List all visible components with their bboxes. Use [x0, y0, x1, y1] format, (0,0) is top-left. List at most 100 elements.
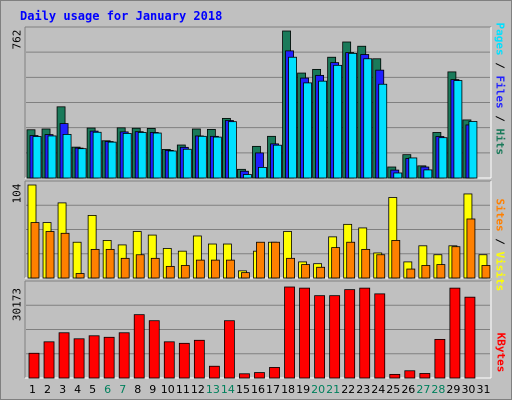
x-tick-label-day-25: 25 [386, 383, 400, 396]
bar-kbytes-day-4 [73, 338, 85, 379]
bar-pages-day-21 [333, 64, 343, 179]
x-tick-label-day-8: 8 [134, 383, 141, 396]
bar-kbytes-day-13 [208, 365, 220, 379]
bar-pages-day-24 [378, 83, 388, 179]
bar-pages-day-4 [77, 148, 87, 179]
x-tick-label-day-27: 27 [416, 383, 430, 396]
bar-kbytes-day-5 [88, 335, 100, 379]
bar-kbytes-day-20 [314, 295, 326, 379]
bar-pages-day-15 [243, 174, 252, 179]
bar-kbytes-day-21 [329, 295, 341, 379]
bar-kbytes-day-2 [43, 341, 55, 379]
bar-pages-day-3 [62, 134, 72, 179]
bar-pages-day-19 [303, 82, 312, 179]
bar-pages-day-12 [197, 135, 207, 179]
bar-pages-day-16 [258, 166, 267, 179]
bar-sites-day-8 [135, 254, 145, 279]
legend-visits: Visits [493, 251, 507, 292]
bar-sites-day-2 [45, 231, 55, 279]
bar-sites-day-16 [256, 241, 265, 279]
x-tick-label-day-28: 28 [431, 383, 445, 396]
bar-visits-day-4 [72, 241, 82, 279]
bar-sites-day-27 [421, 265, 431, 279]
legend-sites: Sites [493, 198, 507, 232]
x-tick-label-day-17: 17 [266, 383, 280, 396]
x-tick-label-day-20: 20 [311, 383, 325, 396]
bar-kbytes-day-7 [118, 332, 130, 379]
bar-sites-day-5 [90, 248, 100, 279]
bar-pages-day-1 [32, 136, 42, 179]
bar-kbytes-day-29 [449, 287, 461, 379]
bar-sites-day-14 [226, 259, 235, 279]
bar-sites-day-22 [346, 241, 356, 279]
bar-pages-day-28 [438, 137, 448, 179]
bar-kbytes-day-6 [103, 336, 115, 379]
legend-files: Files [493, 75, 507, 109]
bar-sites-day-1 [30, 222, 40, 279]
bar-kbytes-day-27 [419, 373, 431, 379]
bar-pages-day-5 [92, 131, 102, 179]
bar-pages-day-13 [212, 136, 222, 179]
bar-pages-day-14 [228, 121, 237, 179]
bar-sites-day-23 [361, 248, 371, 279]
x-tick-label-day-13: 13 [206, 383, 220, 396]
bar-pages-day-7 [122, 133, 132, 179]
bar-sites-day-13 [210, 259, 220, 279]
bar-sites-day-12 [195, 259, 205, 279]
bar-sites-day-3 [60, 232, 70, 279]
bar-kbytes-day-14 [224, 320, 235, 379]
x-tick-label-day-30: 30 [461, 383, 475, 396]
bar-sites-day-24 [376, 254, 386, 279]
bar-sites-day-31 [481, 265, 491, 279]
bar-pages-day-8 [137, 132, 147, 179]
bar-sites-day-18 [286, 257, 295, 279]
bar-pages-day-27 [423, 169, 433, 179]
bar-kbytes-day-8 [133, 314, 145, 379]
bar-kbytes-day-15 [239, 373, 250, 379]
bar-pages-day-25 [393, 172, 403, 179]
x-tick-label-day-19: 19 [296, 383, 310, 396]
bar-sites-day-29 [451, 246, 461, 279]
bar-sites-day-20 [316, 266, 326, 279]
bar-pages-day-10 [167, 150, 177, 179]
x-tick-label-day-31: 31 [476, 383, 490, 396]
x-tick-label-day-3: 3 [59, 383, 66, 396]
bar-kbytes-day-19 [299, 287, 310, 379]
bar-pages-day-20 [318, 80, 328, 179]
x-tick-label-day-29: 29 [446, 383, 460, 396]
chart-title: Daily usage for January 2018 [20, 9, 223, 23]
x-tick-label-day-2: 2 [44, 383, 51, 396]
x-tick-label-day-16: 16 [251, 383, 265, 396]
bar-pages-day-9 [152, 132, 162, 179]
x-tick-label-day-5: 5 [89, 383, 96, 396]
x-tick-label-day-15: 15 [236, 383, 250, 396]
x-tick-label-day-12: 12 [191, 383, 205, 396]
bar-kbytes-day-3 [58, 332, 70, 379]
middle-legend: Sites / Visits [493, 198, 507, 292]
bottom-ymax-label: 30173 [10, 287, 24, 322]
bar-kbytes-day-22 [344, 289, 356, 379]
bar-sites-day-21 [331, 247, 341, 279]
bar-sites-day-11 [180, 265, 190, 279]
bar-sites-day-30 [466, 218, 476, 279]
x-tick-label-day-21: 21 [326, 383, 340, 396]
x-tick-label-day-7: 7 [119, 383, 126, 396]
legend-kbytes: KBytes [494, 332, 508, 373]
top-legend: Pages / Files / Hits [493, 22, 507, 156]
bar-pages-day-23 [363, 58, 373, 179]
bar-kbytes-day-12 [193, 339, 205, 379]
x-tick-label-day-14: 14 [221, 383, 235, 396]
bar-sites-day-28 [436, 264, 446, 279]
bar-kbytes-day-26 [404, 370, 416, 379]
bar-sites-day-10 [165, 265, 175, 279]
bar-sites-day-26 [406, 268, 416, 279]
bar-pages-day-26 [408, 157, 418, 179]
bar-kbytes-day-10 [163, 341, 175, 379]
x-tick-label-day-11: 11 [176, 383, 190, 396]
bar-sites-day-7 [120, 257, 130, 279]
legend-pages: Pages [493, 22, 507, 56]
bar-pages-day-17 [273, 144, 282, 179]
x-tick-label-day-4: 4 [74, 383, 81, 396]
